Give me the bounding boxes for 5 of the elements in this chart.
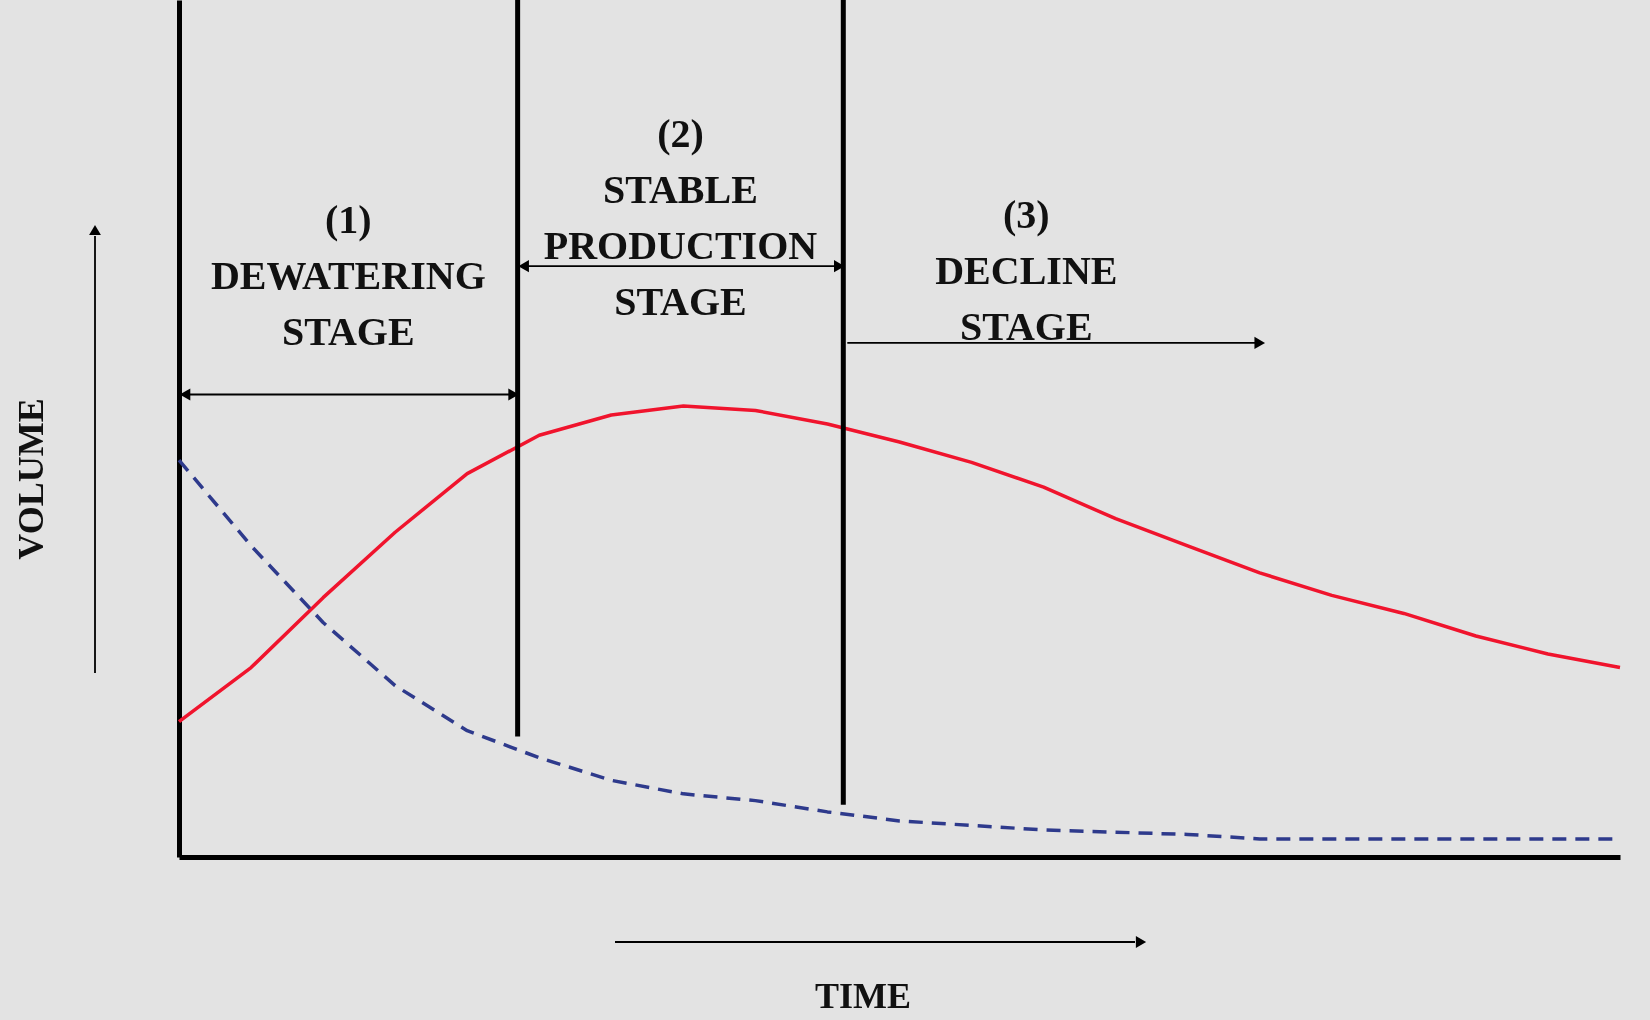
text: (3) DECLINE STAGE [935,192,1118,349]
x-axis-title: TIME [814,976,912,1016]
y-axis-title: VOLUME [11,398,51,560]
text: (2) STABLE PRODUCTION STAGE [543,111,818,324]
text: (1) DEWATERING STAGE [210,197,486,354]
